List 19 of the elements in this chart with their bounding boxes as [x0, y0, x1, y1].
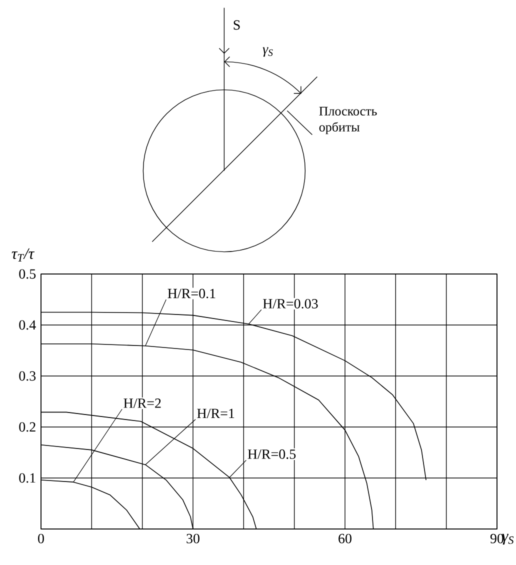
y-tick-label: 0.3 — [19, 371, 36, 381]
text: H/R=1 — [197, 408, 234, 418]
series-label: H/R=0.03 — [262, 298, 318, 309]
text: γ$_{S}$ — [262, 47, 273, 57]
x-tick-label: 90 — [490, 534, 504, 544]
text: H/R=2 — [124, 398, 161, 408]
y-tick-label: 0.4 — [19, 320, 36, 330]
x-tick-label: 0 — [38, 534, 44, 544]
x-tick-label: 30 — [186, 534, 200, 544]
y-tick-label: 0.2 — [19, 422, 36, 432]
text: H/R=0.1 — [168, 288, 216, 298]
text: Плоскость орбиты — [319, 106, 377, 134]
y-tick-label: 0.5 — [19, 269, 36, 279]
y-axis-title: τ$_{T}$/τ — [12, 248, 35, 262]
text: S — [234, 20, 240, 30]
x-tick-label: 60 — [338, 534, 352, 544]
x-axis-title: γ$_{S}$ — [502, 534, 514, 545]
series-label: H/R=0.5 — [248, 449, 296, 459]
y-tick-label: 0.1 — [19, 473, 36, 483]
